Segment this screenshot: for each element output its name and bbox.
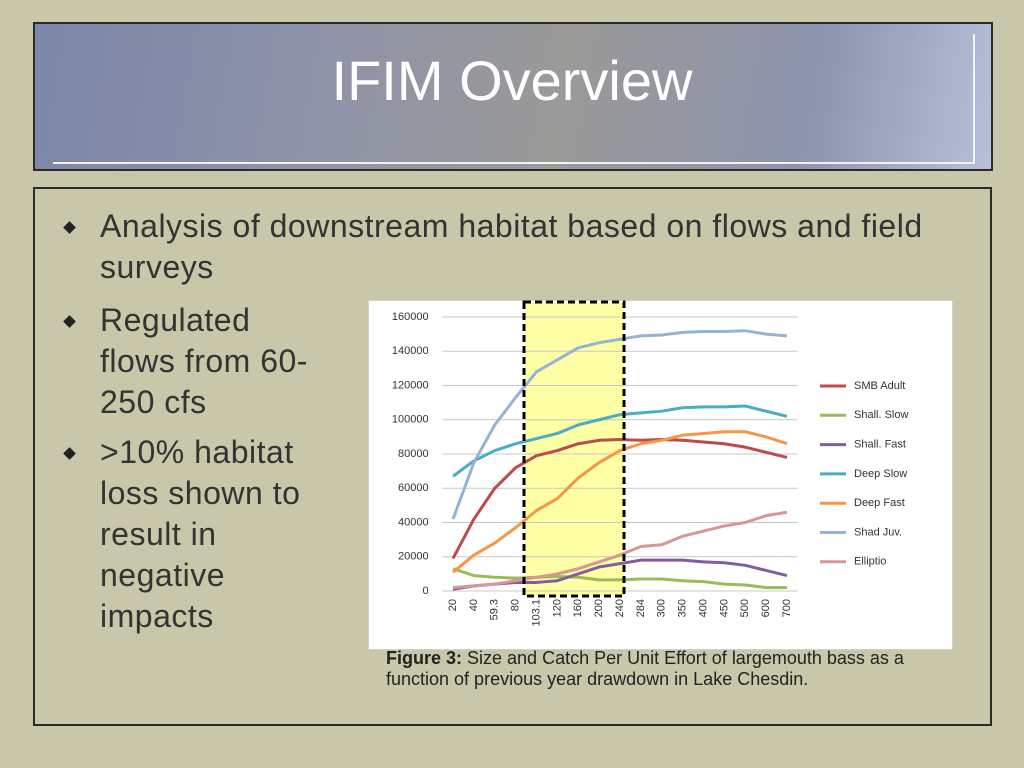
banner xyxy=(33,22,993,171)
x-tick-label: 103.1 xyxy=(530,599,542,627)
x-tick-label: 300 xyxy=(656,599,668,617)
x-tick-label: 600 xyxy=(760,599,772,617)
x-tick-label: 20 xyxy=(447,599,459,611)
series-line xyxy=(452,510,788,590)
highlight xyxy=(524,302,624,596)
caption: Figure 3: Size and Catch Per Unit Effort … xyxy=(386,648,951,690)
x-tick-label: 240 xyxy=(614,599,626,617)
legend-label: Shall. Slow xyxy=(854,409,908,421)
y-tick-label: 0 xyxy=(422,585,428,597)
y-tick-label: 80000 xyxy=(398,448,429,460)
caption-text: Size and Catch Per Unit Effort of largem… xyxy=(386,648,904,689)
x-tick-label: 40 xyxy=(468,599,480,611)
x-tick-label: 120 xyxy=(551,599,563,617)
x-tick-label: 284 xyxy=(635,599,647,617)
legend-label: Shad Juv. xyxy=(854,526,902,538)
slide-title: IFIM Overview xyxy=(331,49,693,112)
caption-label: Figure 3: xyxy=(386,648,463,668)
x-tick-label: 160 xyxy=(572,599,584,617)
bullet: Analysis of downstream habitat based on … xyxy=(100,208,923,285)
y-tick-label: 120000 xyxy=(392,379,429,391)
highlight-border xyxy=(522,300,626,598)
legend-label: Elliptio xyxy=(854,556,886,568)
bullet: >10% habitat loss shown to result in neg… xyxy=(100,434,301,634)
series-line xyxy=(452,430,788,574)
x-tick-label: 80 xyxy=(510,599,522,611)
x-tick-label: 500 xyxy=(739,599,751,617)
series-line xyxy=(451,437,788,560)
banner-frame xyxy=(53,34,975,164)
x-tick-label: 350 xyxy=(677,599,689,617)
bullet: Regulated flows from 60-250 cfs xyxy=(100,302,308,420)
y-tick-label: 40000 xyxy=(398,516,429,528)
series-line xyxy=(452,567,787,590)
x-tick-label: 200 xyxy=(593,599,605,617)
series-line xyxy=(452,404,788,478)
y-tick-label: 20000 xyxy=(398,551,429,563)
x-tick-label: 700 xyxy=(781,599,793,617)
series-line xyxy=(451,329,788,520)
y-tick-label: 60000 xyxy=(398,482,429,494)
chart-frame xyxy=(368,300,953,650)
y-tick-label: 160000 xyxy=(392,311,429,323)
x-tick-label: 450 xyxy=(718,599,730,617)
chart: 0 20000 40000 60000 80000 100000 120000 140000 1… xyxy=(368,300,953,650)
x-tick-label: 59.3 xyxy=(489,599,501,620)
legend-label: Shall. Fast xyxy=(854,439,906,451)
content-box xyxy=(33,187,992,726)
legend-label: SMB Adult xyxy=(854,380,905,392)
y-tick-label: 100000 xyxy=(392,414,429,426)
legend-label: Deep Slow xyxy=(854,468,907,480)
y-tick-label: 140000 xyxy=(392,345,429,357)
x-tick-label: 400 xyxy=(697,599,709,617)
legend-label: Deep Fast xyxy=(854,497,905,509)
